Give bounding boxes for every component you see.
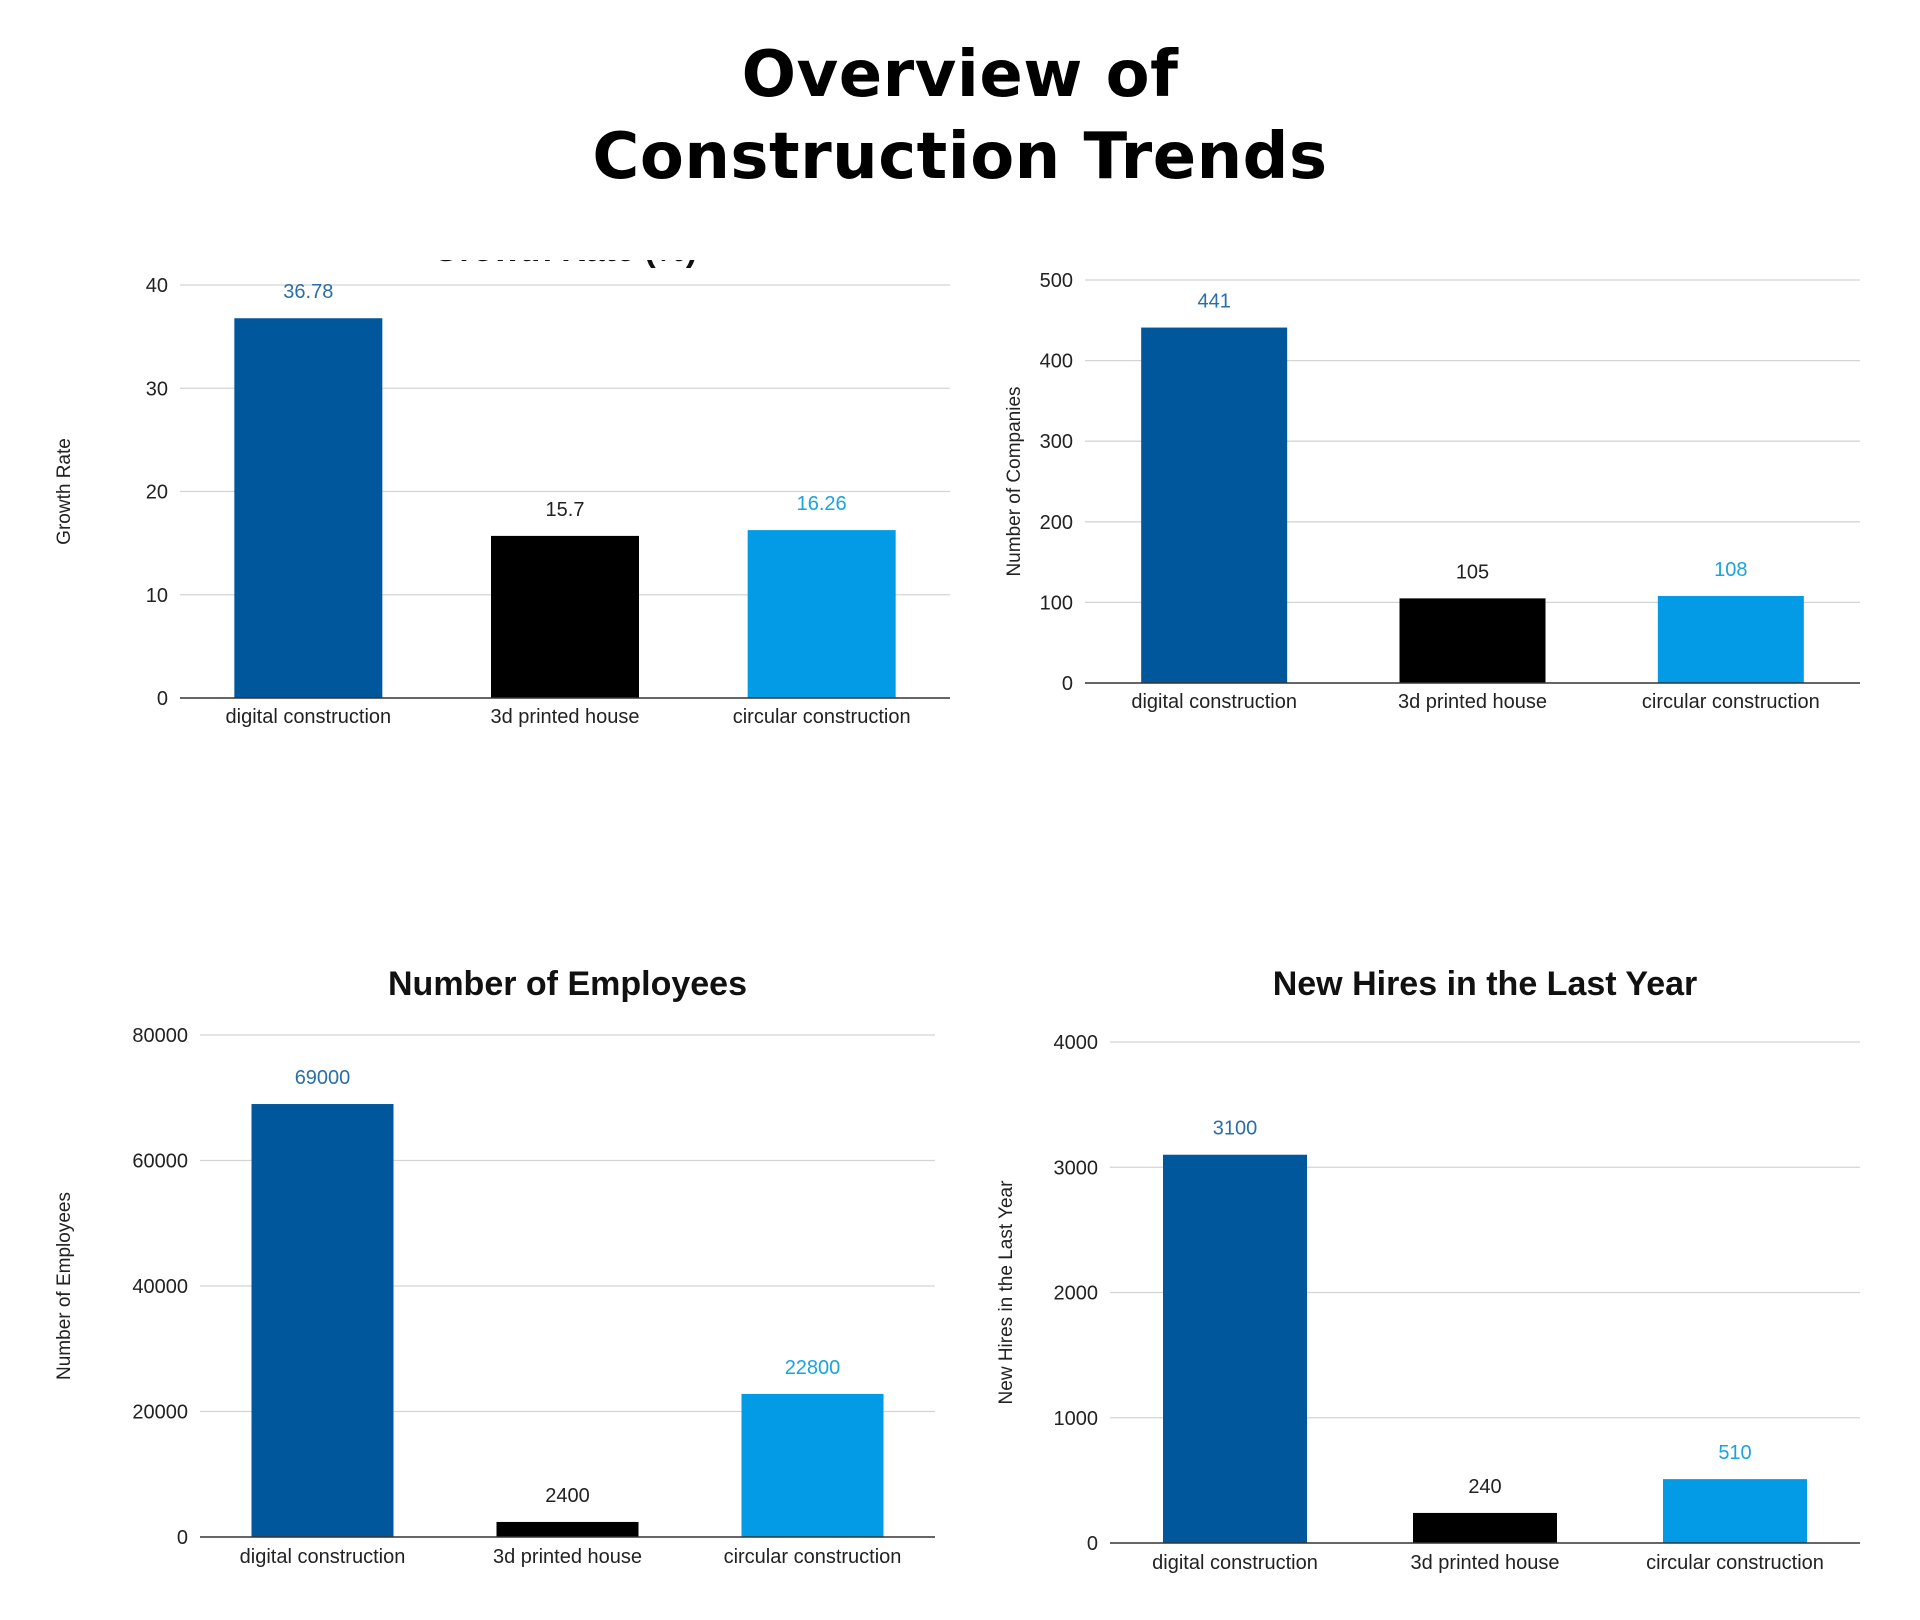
chart-title: Growth Rate (%) bbox=[433, 260, 697, 269]
x-category-label: digital construction bbox=[1131, 691, 1297, 713]
bar-digital-construction bbox=[1141, 327, 1288, 683]
y-tick-label: 60000 bbox=[132, 1151, 188, 1173]
data-label: 36.78 bbox=[283, 281, 333, 303]
x-category-label: circular construction bbox=[1642, 691, 1820, 713]
data-label: 510 bbox=[1718, 1442, 1751, 1464]
y-tick-label: 3000 bbox=[1054, 1157, 1099, 1179]
y-tick-label: 80000 bbox=[132, 1025, 188, 1047]
bar-3d-printed-house bbox=[496, 1521, 639, 1537]
y-tick-label: 40 bbox=[146, 275, 168, 297]
y-tick-label: 0 bbox=[177, 1527, 188, 1549]
y-tick-label: 20000 bbox=[132, 1402, 188, 1424]
data-label: 108 bbox=[1714, 559, 1747, 581]
growth-rate-chart: Growth Rate (%) 0 10 20 30 40 Growth Rate 36.78… bbox=[40, 260, 960, 910]
x-category-label: 3d printed house bbox=[490, 706, 639, 728]
data-label: 105 bbox=[1456, 561, 1489, 583]
y-tick-label: 0 bbox=[1062, 673, 1073, 695]
y-axis-label: Number of Employees bbox=[54, 1192, 75, 1380]
bar-3d-printed-house bbox=[491, 535, 639, 698]
data-label: 15.7 bbox=[546, 499, 585, 521]
x-category-label: digital construction bbox=[226, 706, 392, 728]
chart-title: Number of Companies bbox=[1291, 255, 1654, 256]
y-axis-label: Growth Rate bbox=[54, 438, 75, 545]
x-category-label: circular construction bbox=[733, 706, 911, 728]
y-axis-label: New Hires in the Last Year bbox=[996, 1180, 1017, 1405]
x-category-label: 3d printed house bbox=[493, 1546, 642, 1568]
chart-svg: Growth Rate (%) 0 10 20 30 40 Growth Rate 36.78… bbox=[54, 260, 950, 728]
y-tick-label: 400 bbox=[1040, 351, 1073, 373]
data-label: 3100 bbox=[1213, 1118, 1258, 1140]
bar-circular-construction bbox=[747, 530, 896, 698]
x-category-label: 3d printed house bbox=[1398, 691, 1547, 713]
x-category-label: circular construction bbox=[1646, 1552, 1824, 1574]
bar-circular-construction bbox=[1657, 595, 1804, 683]
y-tick-label: 4000 bbox=[1054, 1032, 1099, 1054]
chart-svg: Number of Companies 0 100 200 300 400 500 Numbe… bbox=[1004, 255, 1860, 713]
y-axis-label: Number of Companies bbox=[1004, 386, 1025, 576]
bar-digital-construction bbox=[1163, 1154, 1307, 1543]
x-category-label: digital construction bbox=[240, 1546, 406, 1568]
chart-svg: Number of Employees 0 20000 40000 60000 80000… bbox=[54, 965, 935, 1568]
number-of-employees-chart: Number of Employees 0 20000 40000 60000 80000… bbox=[40, 925, 960, 1585]
bar-circular-construction bbox=[1663, 1479, 1807, 1543]
bar-3d-printed-house bbox=[1399, 598, 1546, 683]
chart-title: Number of Employees bbox=[388, 965, 747, 1003]
bar-digital-construction bbox=[251, 1104, 394, 1537]
y-tick-label: 100 bbox=[1040, 592, 1073, 614]
data-label: 2400 bbox=[545, 1485, 590, 1507]
x-category-label: digital construction bbox=[1152, 1552, 1318, 1574]
y-tick-label: 2000 bbox=[1054, 1283, 1099, 1305]
y-tick-label: 30 bbox=[146, 378, 168, 400]
bar-circular-construction bbox=[741, 1393, 884, 1537]
chart-title: New Hires in the Last Year bbox=[1273, 965, 1698, 1003]
y-tick-label: 500 bbox=[1040, 270, 1073, 292]
y-tick-label: 20 bbox=[146, 482, 168, 504]
x-category-label: circular construction bbox=[724, 1546, 902, 1568]
y-tick-label: 300 bbox=[1040, 431, 1073, 453]
page-title: Overview of Construction Trends bbox=[0, 34, 1920, 198]
y-tick-label: 40000 bbox=[132, 1276, 188, 1298]
number-of-companies-chart: Number of Companies 0 100 200 300 400 500 Numbe… bbox=[990, 255, 1870, 905]
y-tick-label: 10 bbox=[146, 585, 168, 607]
chart-svg: New Hires in the Last Year 0 1000 2000 3000 4… bbox=[996, 965, 1860, 1574]
page-title-line-1: Overview of bbox=[741, 38, 1179, 112]
y-tick-label: 1000 bbox=[1054, 1408, 1099, 1430]
data-label: 240 bbox=[1468, 1476, 1501, 1498]
bar-digital-construction bbox=[234, 318, 383, 698]
bar-3d-printed-house bbox=[1413, 1512, 1557, 1543]
y-tick-label: 200 bbox=[1040, 512, 1073, 534]
y-tick-label: 0 bbox=[1087, 1533, 1098, 1555]
data-label: 16.26 bbox=[797, 493, 847, 515]
data-label: 22800 bbox=[785, 1357, 841, 1379]
x-category-label: 3d printed house bbox=[1410, 1552, 1559, 1574]
data-label: 441 bbox=[1197, 291, 1230, 313]
data-label: 69000 bbox=[295, 1067, 351, 1089]
page-title-line-2: Construction Trends bbox=[592, 120, 1328, 194]
new-hires-last-year-chart: New Hires in the Last Year 0 1000 2000 3000 4… bbox=[990, 925, 1870, 1585]
y-tick-label: 0 bbox=[157, 688, 168, 710]
